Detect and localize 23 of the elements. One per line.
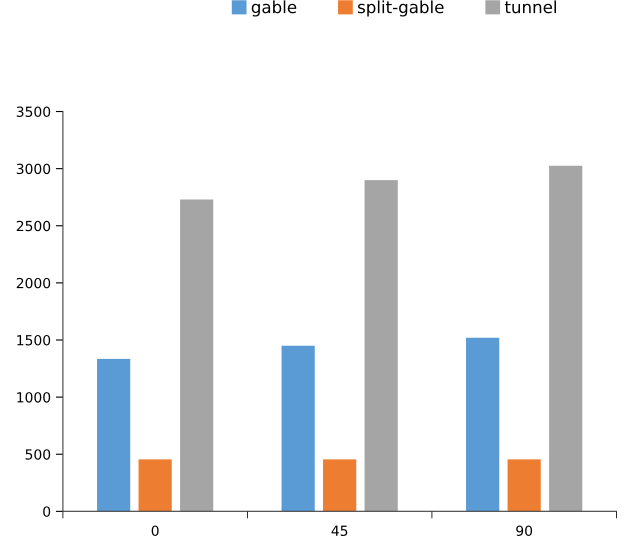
x-tick-label: 90 xyxy=(516,525,532,536)
x-tick-label: 0 xyxy=(152,525,159,536)
y-tick-label: 3000 xyxy=(16,164,50,174)
bar xyxy=(282,346,315,512)
y-tick-label: 3500 xyxy=(16,106,50,117)
bar xyxy=(180,199,214,512)
y-tick-label: 1500 xyxy=(17,334,50,346)
bar xyxy=(138,459,172,512)
bar xyxy=(466,338,500,512)
y-tick-label: 2000 xyxy=(16,278,50,288)
y-tick-label: 1000 xyxy=(17,392,50,403)
y-tick-label: 0 xyxy=(43,506,50,517)
y-tick-label: 2500 xyxy=(16,220,50,232)
bar xyxy=(323,459,356,512)
bar xyxy=(549,166,582,512)
y-tick-label: 500 xyxy=(26,449,50,460)
bar xyxy=(97,358,130,512)
bar xyxy=(364,180,398,512)
bar xyxy=(508,459,541,512)
legend-label: tunnel xyxy=(504,0,556,14)
legend-label: split-gable xyxy=(358,0,444,17)
x-tick-label: 45 xyxy=(332,526,348,536)
legend-label: gable xyxy=(252,0,296,17)
